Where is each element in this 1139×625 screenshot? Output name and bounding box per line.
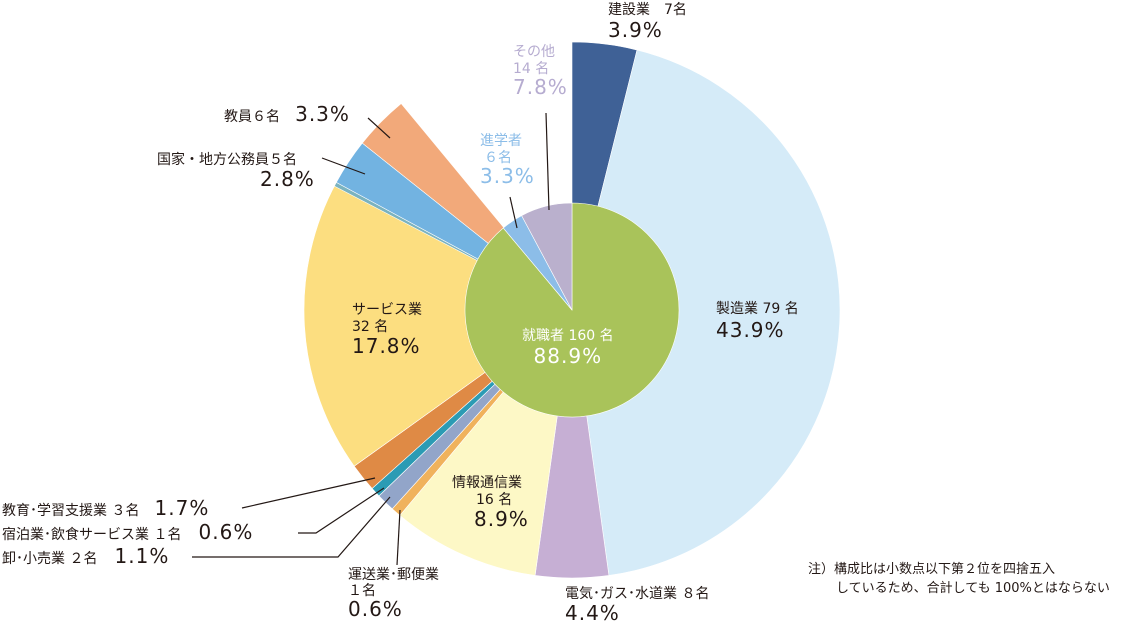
label-percent: 4.4% <box>565 601 620 625</box>
label-construction: 建設業 7名 3.9% <box>608 3 687 40</box>
label-name: 建設業 7名 <box>608 2 687 18</box>
label-percent: 88.9% <box>533 344 603 368</box>
footnote: 注）構成比は小数点以下第２位を四捨五入 しているため、合計しても 100%とはな… <box>808 560 1110 598</box>
label-name: 教員６名 <box>224 109 280 125</box>
label-percent: 8.9% <box>474 507 529 531</box>
label-name: 卸･小売業 ２名 <box>2 551 98 567</box>
label-name: 製造業 79 名 <box>716 301 799 317</box>
label-public: 国家・地方公務員５名 2.8% <box>157 153 315 189</box>
label-manufacturing: 製造業 79 名 43.9% <box>716 302 799 340</box>
label-percent: 43.9% <box>716 318 785 342</box>
label-service: サービス業 32 名 17.8% <box>352 303 422 356</box>
label-count: 16 名 <box>476 492 513 508</box>
label-hospitality: 宿泊業･飲食サービス業 １名 0.6% <box>2 522 253 542</box>
label-name: 進学者 <box>480 133 522 149</box>
leader-line-transport <box>396 509 401 566</box>
leader-line-teacher <box>367 117 391 139</box>
label-count: ６名 <box>484 150 512 166</box>
label-name: 教育･学習支援業 ３名 <box>2 503 140 519</box>
leader-line-other <box>545 112 550 211</box>
outer-slice-8 <box>303 181 573 467</box>
label-name: その他 <box>513 44 555 60</box>
label-percent: 3.3% <box>480 164 535 188</box>
leader-line-education <box>241 477 376 509</box>
label-name: 就職者 160 名 <box>522 328 614 344</box>
label-count: １名 <box>348 583 376 599</box>
inner-slice-0 <box>464 202 680 418</box>
label-name: 宿泊業･飲食サービス業 １名 <box>2 527 182 543</box>
label-name: 運送業･郵便業 <box>348 567 439 583</box>
label-info: 情報通信業 16 名 8.9% <box>452 476 529 529</box>
label-wholesale: 卸･小売業 ２名 1.1% <box>2 546 169 566</box>
label-name: 情報通信業 <box>452 475 522 491</box>
label-name: 国家・地方公務員５名 <box>157 152 297 168</box>
label-percent: 17.8% <box>352 334 421 358</box>
label-percent: 0.6% <box>348 597 403 621</box>
leader-line-public <box>321 157 366 175</box>
label-percent: 3.3% <box>295 102 350 126</box>
footnote-line-2: しているため、合計しても 100%とはならない <box>836 581 1110 596</box>
inner-slice-2 <box>521 202 573 311</box>
leader-line-hospitality <box>298 487 385 534</box>
label-employed: 就職者 160 名 88.9% <box>522 329 614 366</box>
label-count: 14 名 <box>513 61 550 77</box>
footnote-line-1: 注）構成比は小数点以下第２位を四捨五入 <box>808 562 1056 577</box>
label-transport: 運送業･郵便業 １名 0.6% <box>348 568 439 619</box>
label-name: 電気･ガス･水道業 ８名 <box>565 586 710 602</box>
label-percent: 3.9% <box>608 18 663 42</box>
label-utilities: 電気･ガス･水道業 ８名 4.4% <box>565 587 709 623</box>
label-teacher: 教員６名 3.3% <box>224 104 350 124</box>
label-further-study: 進学者 ６名 3.3% <box>480 134 535 186</box>
leader-line-wholesale <box>192 496 391 558</box>
label-name: サービス業 <box>352 302 422 318</box>
label-percent: 7.8% <box>513 75 568 99</box>
leader-line-further-study <box>509 196 518 229</box>
label-percent: 2.8% <box>260 167 315 191</box>
label-percent: 1.1% <box>114 544 170 568</box>
label-percent: 0.6% <box>198 520 254 544</box>
label-count: 32 名 <box>352 319 389 335</box>
label-percent: 1.7% <box>154 496 210 520</box>
label-other: その他 14 名 7.8% <box>513 45 568 97</box>
outer-slice-1 <box>571 49 841 576</box>
label-education: 教育･学習支援業 ３名 1.7% <box>2 498 209 518</box>
